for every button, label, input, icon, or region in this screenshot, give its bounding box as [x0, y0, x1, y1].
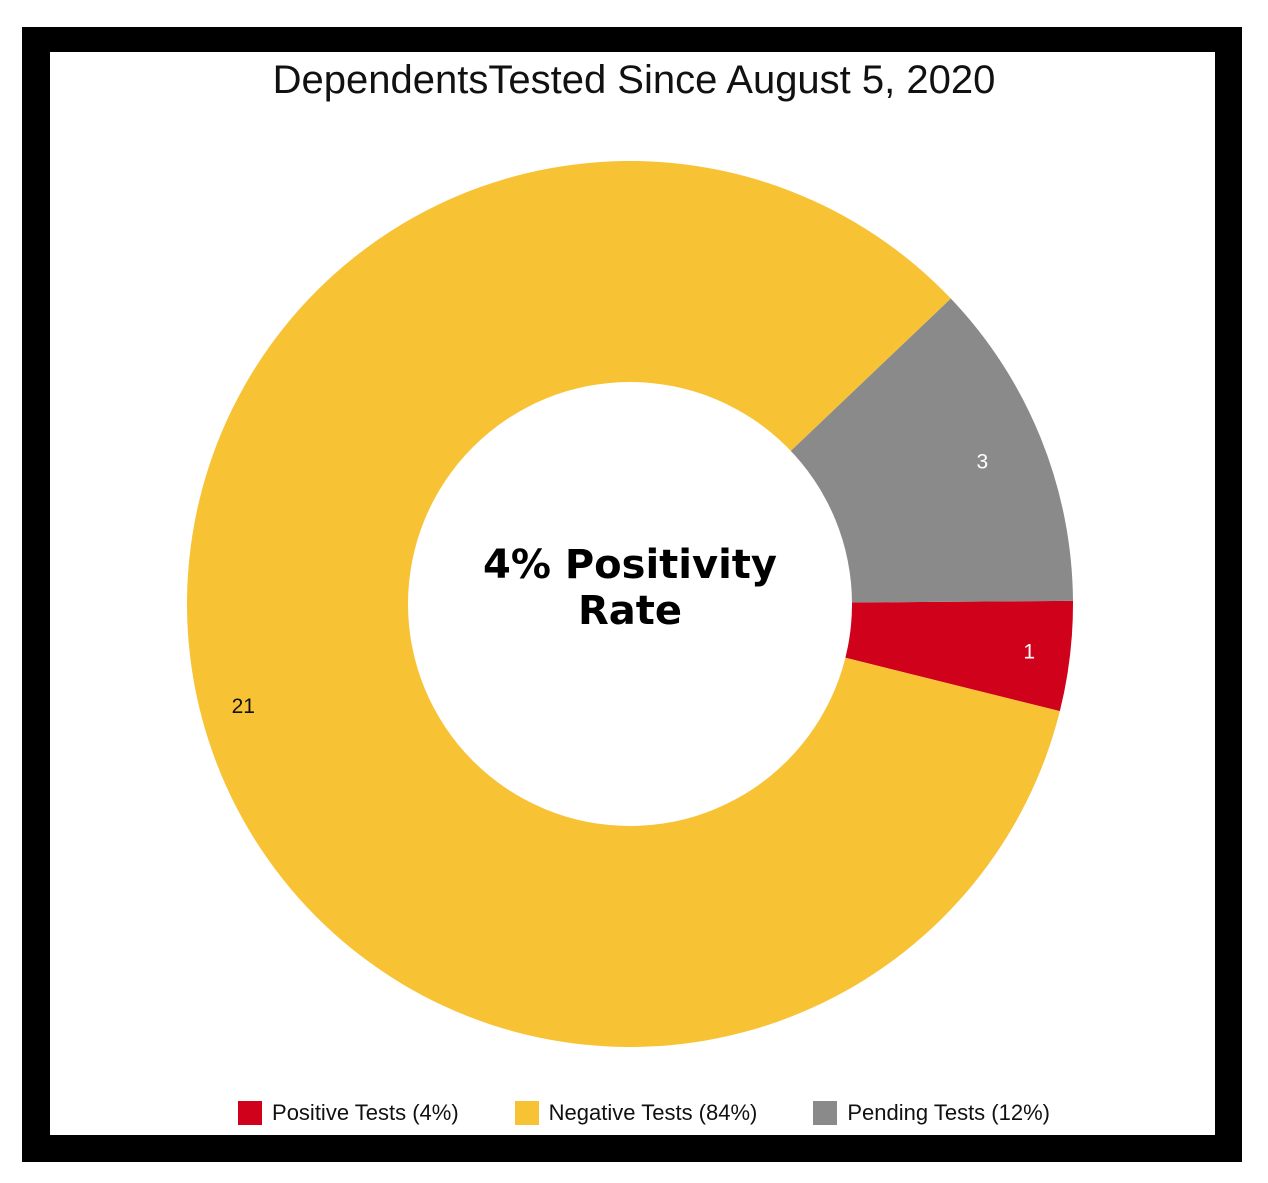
slice-label-positive: 1 — [1023, 641, 1035, 664]
legend-label-pending: Pending Tests (12%) — [847, 1100, 1050, 1125]
legend-swatch-pending — [813, 1101, 838, 1125]
legend-swatch-positive — [238, 1101, 263, 1125]
legend-item-pending: Pending Tests (12%) — [813, 1100, 1050, 1126]
center-text-line-1: 4% Positivity — [483, 542, 777, 588]
donut-hole — [408, 382, 852, 826]
legend-label-positive: Positive Tests (4%) — [272, 1100, 459, 1125]
legend-item-negative: Negative Tests (84%) — [514, 1100, 758, 1126]
chart-title: DependentsTested Since August 5, 2020 — [272, 58, 996, 102]
chart-legend: Positive Tests (4%) Negative Tests (84%)… — [0, 1100, 1268, 1126]
center-text-line-2: Rate — [578, 588, 682, 634]
slice-label-pending: 3 — [976, 451, 988, 474]
legend-item-positive: Positive Tests (4%) — [238, 1100, 459, 1126]
slice-label-negative: 21 — [232, 695, 255, 718]
legend-label-negative: Negative Tests (84%) — [548, 1100, 758, 1125]
legend-swatch-negative — [514, 1101, 539, 1125]
